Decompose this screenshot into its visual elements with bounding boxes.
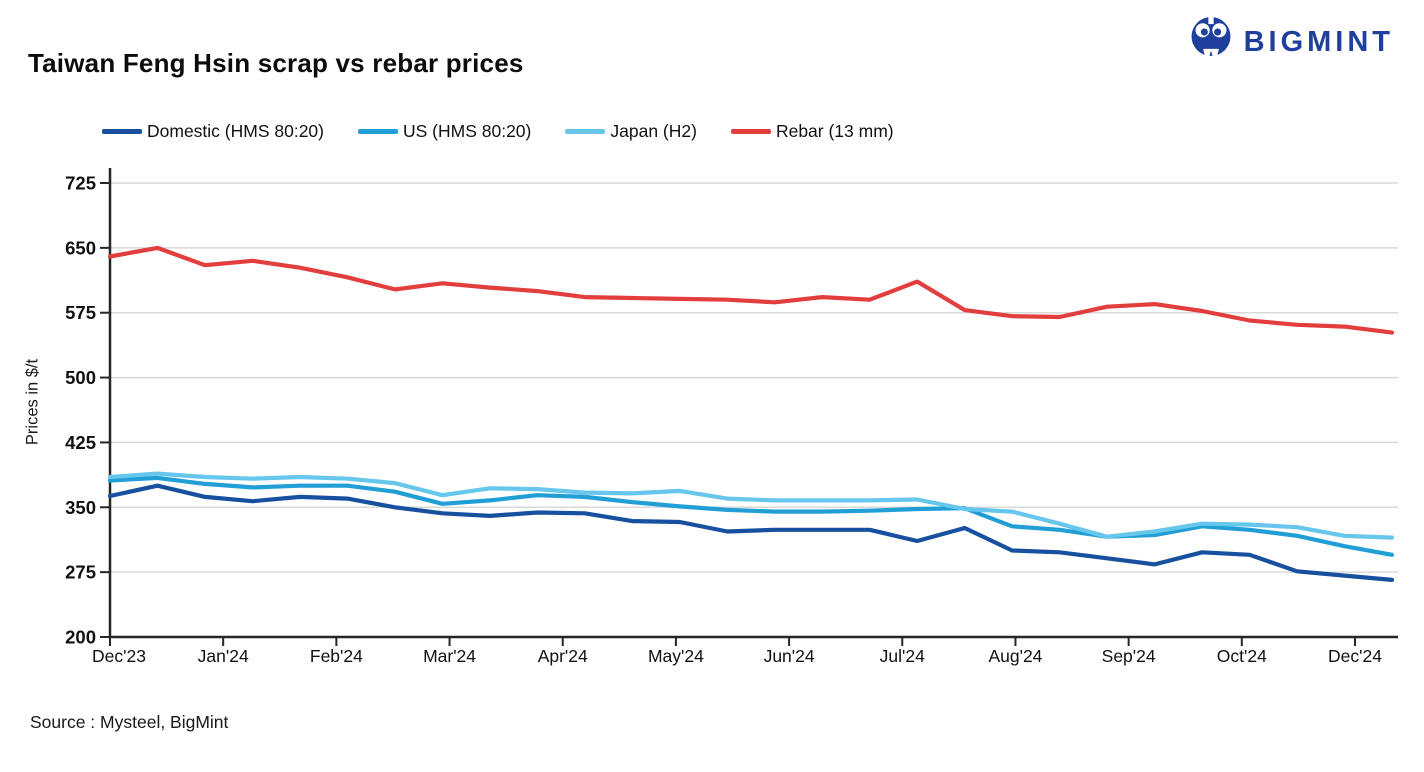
y-tick-label: 425 xyxy=(65,432,96,453)
legend-label: Rebar (13 mm) xyxy=(775,121,894,141)
x-tick-label: Dec'23 xyxy=(92,646,146,666)
x-tick-label: Sep'24 xyxy=(1102,646,1156,666)
y-tick-label: 575 xyxy=(65,302,96,323)
x-tick-label: Apr'24 xyxy=(538,646,588,666)
y-tick-label: 650 xyxy=(65,237,96,258)
legend-item-1: US (HMS 80:20) xyxy=(358,121,531,142)
series-line-1 xyxy=(107,475,1395,557)
y-tick-label: 500 xyxy=(65,367,96,388)
legend-item-2: Japan (H2) xyxy=(565,121,697,142)
chart-legend: Domestic (HMS 80:20) US (HMS 80:20) Japan … xyxy=(102,121,894,142)
y-tick-label: 200 xyxy=(65,627,96,648)
legend-item-3: Rebar (13 mm) xyxy=(730,121,894,142)
legend-swatch-icon xyxy=(358,129,398,134)
series-line-0 xyxy=(107,483,1395,582)
legend-item-0: Domestic (HMS 80:20) xyxy=(102,121,324,142)
y-tick-label: 725 xyxy=(65,173,96,194)
legend-swatch-icon xyxy=(102,129,142,134)
y-tick-label: 275 xyxy=(65,562,96,583)
source-note: Source : Mysteel, BigMint xyxy=(30,712,229,732)
bigmint-logo-text: BIGMINT xyxy=(1243,26,1394,58)
x-tick-label: Oct'24 xyxy=(1217,646,1267,666)
x-tick-label: Feb'24 xyxy=(310,646,363,666)
y-tick-label: 350 xyxy=(65,497,96,518)
x-tick-label: Jun'24 xyxy=(764,646,815,666)
bigmint-logo: BIGMINT xyxy=(1188,14,1394,71)
x-tick-label: May'24 xyxy=(648,646,704,666)
series-line-3 xyxy=(107,245,1395,335)
x-tick-label: Jul'24 xyxy=(880,646,925,666)
x-tick-label: Mar'24 xyxy=(423,646,476,666)
x-tick-label: Jan'24 xyxy=(198,646,249,666)
legend-label: US (HMS 80:20) xyxy=(403,121,532,141)
legend-swatch-icon xyxy=(565,129,606,134)
price-line-chart: 200 275 350 425 500 575 650 725 Dec'23 Jan'24 Feb'… xyxy=(65,168,1398,666)
legend-label: Domestic (HMS 80:20) xyxy=(147,121,324,141)
legend-label: Japan (H2) xyxy=(610,121,697,141)
legend-swatch-icon xyxy=(730,129,771,134)
bigmint-owl-icon xyxy=(1188,14,1234,71)
series-line-2 xyxy=(107,471,1395,540)
page-title: Taiwan Feng Hsin scrap vs rebar prices xyxy=(28,48,524,78)
x-tick-label: Aug'24 xyxy=(988,646,1042,666)
x-tick-label: Dec'24 xyxy=(1328,646,1382,666)
